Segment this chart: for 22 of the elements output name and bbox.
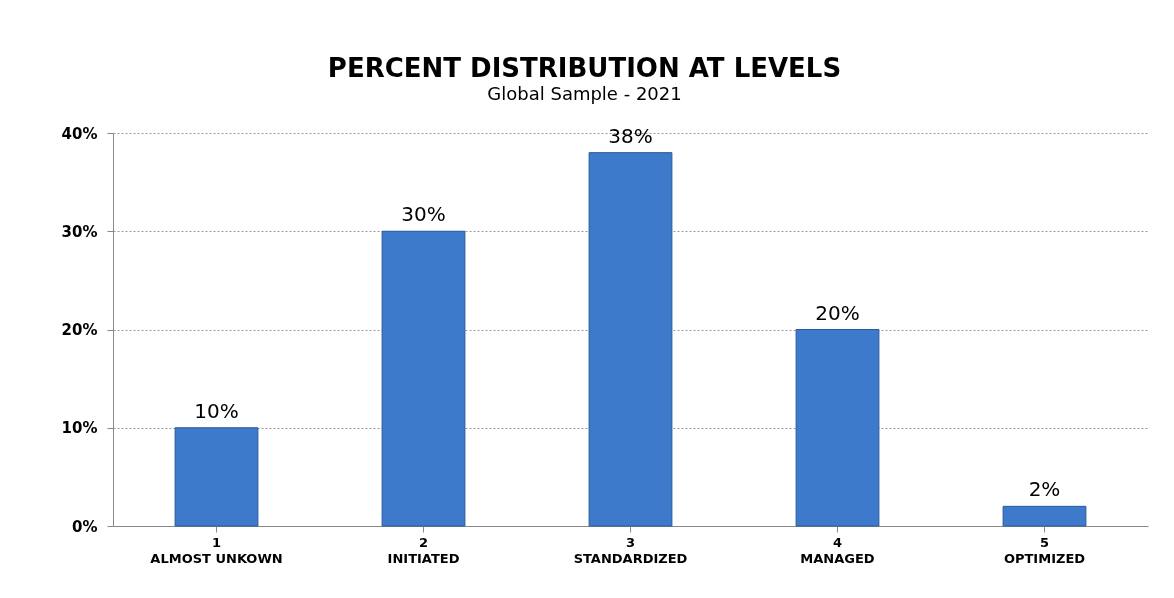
bar [174, 427, 259, 527]
bar [1002, 505, 1087, 527]
data-label: 20% [815, 300, 860, 325]
bar [588, 152, 673, 527]
y-tick-label: 0% [72, 517, 98, 536]
chart-subtitle: Global Sample - 2021 [487, 83, 682, 104]
y-tick-label: 10% [61, 419, 98, 438]
x-tick-label: 2 INITIATED [387, 534, 460, 566]
data-label: 2% [1028, 477, 1061, 502]
bar [381, 230, 466, 527]
y-tick-label: 30% [61, 222, 98, 241]
data-label: 38% [608, 123, 653, 148]
x-tick-label: 3 STANDARDIZED [573, 534, 688, 566]
x-tick-label: 1 ALMOST UNKOWN [150, 534, 283, 566]
y-tick-label: 20% [61, 321, 98, 339]
data-label: 10% [194, 398, 239, 423]
y-tick-label: 40% [61, 124, 98, 143]
data-label: 30% [401, 202, 446, 227]
chart-title: PERCENT DISTRIBUTION AT LEVELS [327, 53, 842, 83]
bar [795, 329, 880, 527]
x-tick-label: 4 MANAGED [800, 534, 875, 566]
x-tick-label: 5 OPTIMIZED [1003, 534, 1086, 566]
